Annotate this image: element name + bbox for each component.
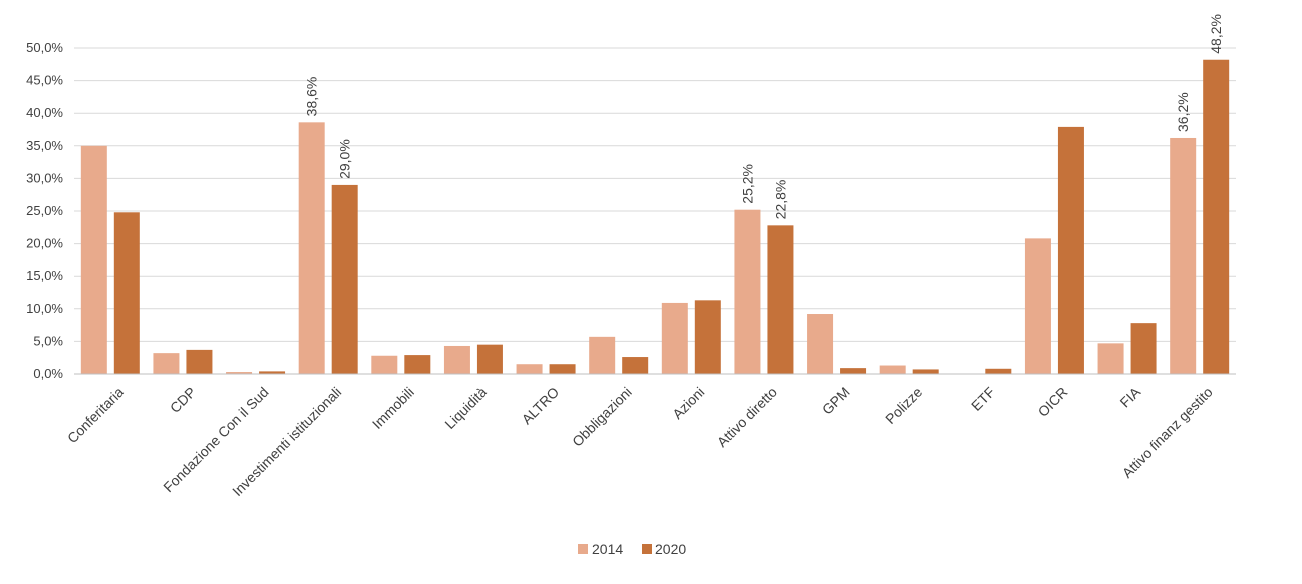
data-label-2020-3: 29,0% (337, 139, 353, 179)
bar-2014-9 (734, 209, 761, 374)
bar-2014-7 (589, 336, 616, 374)
data-label-2020-9: 22,8% (772, 180, 788, 220)
y-tick-label: 35,0% (26, 138, 63, 153)
bar-2014-10 (807, 314, 834, 374)
bar-2014-6 (516, 364, 543, 374)
bar-2020-3 (331, 184, 358, 374)
x-tick-label: GPM (819, 384, 853, 418)
x-tick-label: Immobili (369, 384, 417, 432)
y-tick-label: 30,0% (26, 170, 63, 185)
y-tick-label: 25,0% (26, 203, 63, 218)
bar-2020-4 (404, 355, 431, 374)
bar-2014-15 (1170, 137, 1197, 374)
y-axis-ticks: 0,0% 5,0% 10,0% 15,0% 20,0% 25,0% 30,0% 35,0% 40… (26, 40, 63, 381)
bar-2020-9 (767, 225, 794, 374)
data-labels: 38,6% 29,0% 25,2% 22,8% 36,2% 48,2% (304, 14, 1225, 219)
bar-2020-13 (1057, 126, 1084, 374)
bar-2014-3 (298, 122, 325, 374)
y-tick-label: 40,0% (26, 105, 63, 120)
bar-2020-2 (259, 371, 286, 374)
data-label-2014-3: 38,6% (304, 77, 320, 117)
y-tick-label: 45,0% (26, 73, 63, 88)
bar-2020-1 (186, 349, 213, 374)
bar-2014-1 (153, 353, 180, 374)
data-label-2014-15: 36,2% (1175, 92, 1191, 132)
bar-2014-2 (226, 372, 253, 374)
data-label-2020-15: 48,2% (1208, 14, 1224, 54)
data-label-2014-9: 25,2% (739, 164, 755, 204)
bar-2020-5 (476, 344, 503, 374)
bar-2020-0 (113, 212, 140, 374)
bar-2020-11 (912, 369, 939, 374)
bar-2020-10 (840, 368, 867, 374)
y-tick-label: 5,0% (33, 333, 63, 348)
x-tick-label: ALTRO (519, 384, 563, 428)
x-tick-label: ETF (968, 384, 998, 414)
bar-2014-14 (1097, 343, 1124, 374)
x-tick-label: Attivo diretto (714, 384, 780, 450)
bar-2020-15 (1203, 59, 1230, 375)
x-tick-label: Conferitaria (64, 384, 127, 447)
bar-2020-7 (622, 357, 649, 374)
x-tick-label: Polizze (882, 384, 925, 427)
bar-2014-11 (879, 365, 906, 374)
x-tick-label: Liquidità (441, 384, 489, 432)
bar-2020-12 (985, 368, 1012, 374)
y-tick-label: 10,0% (26, 301, 63, 316)
bars (80, 59, 1230, 375)
legend-swatch-2014 (578, 544, 588, 554)
legend: 2014 2020 (578, 541, 686, 557)
bar-2014-5 (443, 345, 470, 374)
gridlines (74, 47, 1236, 342)
bar-2020-8 (694, 300, 721, 374)
legend-label-2014: 2014 (592, 541, 623, 557)
legend-swatch-2020 (642, 544, 652, 554)
x-tick-label: Azioni (669, 384, 707, 422)
y-tick-label: 15,0% (26, 268, 63, 283)
bar-2014-0 (80, 145, 107, 374)
y-tick-label: 20,0% (26, 236, 63, 251)
x-tick-label: CDP (167, 384, 199, 416)
y-tick-label: 0,0% (33, 366, 63, 381)
bar-2014-4 (371, 355, 398, 374)
bar-2020-14 (1130, 323, 1157, 374)
x-tick-label: OICR (1034, 384, 1070, 420)
y-tick-label: 50,0% (26, 40, 63, 55)
bar-2014-8 (661, 302, 688, 374)
x-tick-label: FIA (1116, 383, 1143, 410)
bar-2014-13 (1024, 238, 1051, 374)
legend-label-2020: 2020 (655, 541, 686, 557)
bar-2020-6 (549, 364, 576, 374)
x-tick-label: Obbligazioni (569, 384, 635, 450)
